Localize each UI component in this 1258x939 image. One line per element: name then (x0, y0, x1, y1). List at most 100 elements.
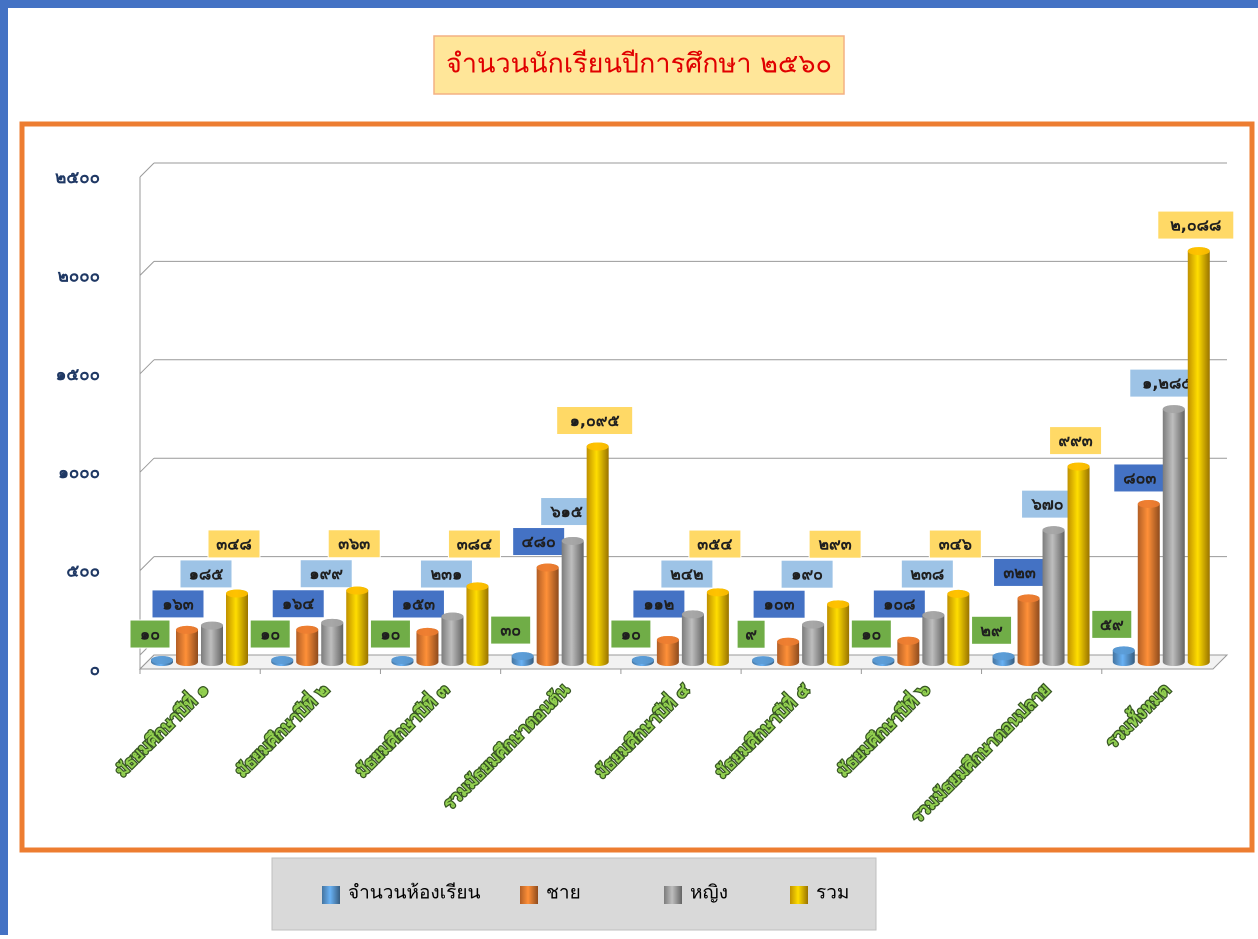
bar-top (391, 656, 414, 665)
value-label: ๑๘๕ (189, 564, 224, 583)
value-label-box (179, 559, 233, 589)
bar-body (706, 588, 729, 666)
bar-body (1067, 462, 1090, 666)
bar (872, 656, 895, 666)
grid-line (139, 261, 155, 276)
value-label-box (447, 529, 501, 559)
grid-line (139, 457, 155, 473)
x-tick-label: มัธยมศึกษาปีที่ ๕ (709, 678, 814, 783)
bar-body (947, 589, 970, 666)
bar-body (1137, 499, 1160, 666)
value-label: ๙๙๓ (1058, 431, 1092, 450)
value-label-box (249, 619, 291, 649)
bar-body (681, 610, 704, 666)
value-label-box (299, 559, 353, 589)
value-label-box (660, 559, 714, 589)
bar-top (752, 656, 775, 665)
value-label-box (369, 619, 411, 649)
value-label-box (610, 619, 652, 649)
bar (391, 656, 414, 666)
value-label: ๑๖๓ (162, 594, 193, 613)
value-label-box (688, 529, 742, 559)
value-label: ๑๕๓ (402, 595, 435, 614)
y-tick-label: ๐ (90, 660, 100, 680)
value-label: ๑๐ (621, 625, 641, 644)
bar-top (511, 652, 534, 661)
bar (271, 656, 294, 666)
legend (271, 857, 877, 931)
bar-body (416, 627, 439, 666)
bar-body (802, 620, 825, 666)
bar-top (1162, 405, 1185, 414)
bar (827, 600, 850, 666)
x-tick-label: มัธยมศึกษาปีที่ ๑ (110, 678, 213, 781)
bar-body (1162, 405, 1185, 666)
value-label: ๙ (745, 625, 757, 644)
bar-top (992, 652, 1015, 661)
value-label-box (808, 529, 862, 559)
bar (777, 637, 800, 666)
value-label: ๒,๐๘๘ (1170, 216, 1221, 235)
bar-top (176, 625, 198, 634)
value-label: ๓๒๓ (1003, 563, 1035, 582)
bar-top (872, 656, 895, 665)
value-label-box (1021, 489, 1075, 519)
value-label-box (151, 589, 205, 619)
bar-top (1112, 646, 1135, 655)
bar-top (416, 627, 439, 636)
bar (296, 625, 319, 666)
value-label: ๒๙๓ (819, 535, 852, 554)
title-box (433, 35, 845, 95)
value-label-box (780, 559, 834, 589)
legend-label: หญิง (690, 882, 728, 904)
value-label: ๕๙ (1100, 615, 1124, 634)
value-label-box (327, 529, 381, 559)
value-label: ๑๐ (861, 625, 881, 644)
bar (1067, 462, 1090, 666)
bar-body (201, 621, 223, 666)
grid-line (139, 162, 155, 178)
bar (681, 610, 704, 666)
x-tick-label: มัธยมศึกษาปีที่ ๓ (350, 678, 454, 782)
value-label-box (271, 589, 325, 619)
value-label-box (632, 589, 686, 619)
value-label-box (971, 615, 1013, 645)
bar (416, 627, 439, 666)
bar-body (466, 582, 489, 666)
bar (631, 656, 654, 666)
bar-top (1042, 526, 1065, 535)
value-label: ๑๐๘ (883, 595, 915, 614)
bar-top (897, 636, 920, 645)
value-label: ๑๐ (260, 625, 280, 644)
chart-title: จำนวนนักเรียนปีการศึกษา ๒๕๖๐ (446, 49, 832, 80)
value-label-box (928, 529, 982, 559)
bar-top (536, 563, 559, 572)
y-tick-label: ๕๐๐ (66, 562, 100, 582)
bar (536, 563, 559, 666)
x-tick-label: รวมทั้งหมด (1099, 677, 1175, 753)
value-label: ๓๔๘ (216, 534, 251, 553)
bar-body (536, 563, 559, 666)
bar (922, 611, 945, 666)
bar-body (1017, 594, 1040, 666)
bar-top (1187, 247, 1210, 256)
value-label-box (900, 559, 954, 589)
value-label: ๑๖๔ (282, 594, 314, 613)
bar-top (1017, 594, 1040, 603)
bar (201, 621, 223, 666)
bar-top (777, 637, 800, 646)
bar (752, 656, 775, 666)
bar (176, 625, 198, 666)
bar-body (441, 612, 464, 666)
bar-body (321, 618, 344, 666)
value-label: ๒๓๘ (910, 565, 944, 584)
legend-swatch (790, 886, 808, 904)
legend-swatch (322, 886, 340, 904)
bar-body (586, 442, 609, 666)
value-label: ๑๐๓ (764, 595, 795, 614)
bar (346, 586, 369, 666)
legend-label: จำนวนห้องเรียน (348, 882, 480, 904)
value-label-box (207, 529, 261, 559)
bar-body (922, 611, 945, 666)
value-label: ๓๐ (500, 621, 521, 640)
